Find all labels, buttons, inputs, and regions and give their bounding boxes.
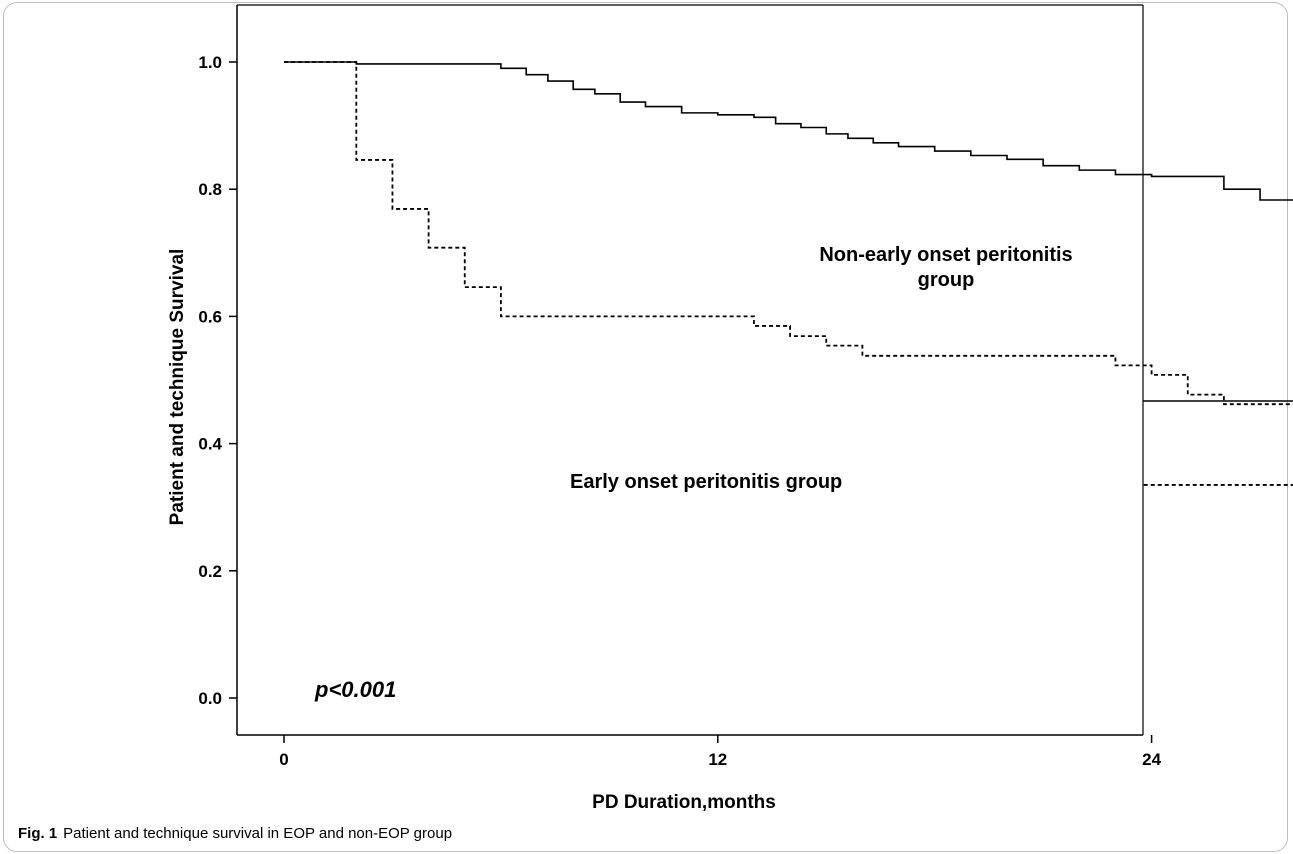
y-tick-label: 0.2 <box>198 562 222 581</box>
figure-frame <box>3 2 1288 852</box>
x-tick-label: 24 <box>1142 750 1161 769</box>
y-tick-label: 1.0 <box>198 53 222 72</box>
caption-label: Fig. 1 <box>18 825 58 842</box>
y-tick-label: 0.4 <box>198 435 222 454</box>
non-eop-label-line2: group <box>918 269 975 291</box>
x-tick-label: 0 <box>279 750 288 769</box>
x-tick-label: 12 <box>708 750 727 769</box>
series-line-non-eop <box>284 61 1293 402</box>
series-line-eop <box>284 61 1293 486</box>
y-tick-label: 0.0 <box>198 689 222 708</box>
p-value-label: p<0.001 <box>314 677 396 702</box>
y-axis-title: Patient and technique Survival <box>167 249 188 526</box>
caption-text: Patient and technique survival in EOP an… <box>63 825 453 842</box>
figure-caption: Fig. 1 Patient and technique survival in … <box>18 825 452 842</box>
eop-label: Early onset peritonitis group <box>570 471 842 493</box>
y-tick-label: 0.8 <box>198 180 222 199</box>
x-axis-title: PD Duration,months <box>592 792 776 813</box>
y-tick-label: 0.6 <box>198 307 222 326</box>
non-eop-label-line1: Non-early onset peritonitis <box>819 244 1072 266</box>
